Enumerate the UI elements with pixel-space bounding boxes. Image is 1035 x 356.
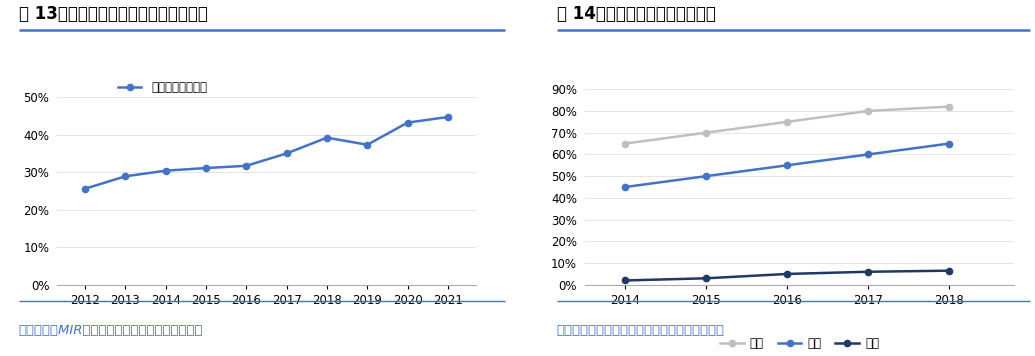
低端 — [781, 120, 794, 124]
低端 — [700, 131, 712, 135]
Legend: 金切机床数控化率: 金切机床数控化率 — [113, 76, 211, 98]
Line: 高端: 高端 — [622, 268, 952, 284]
Text: 图 13：中国金切机床数控化率逐年提升: 图 13：中国金切机床数控化率逐年提升 — [19, 5, 207, 23]
Line: 中端: 中端 — [622, 140, 952, 190]
Text: 数据来源：前瞻产业研究院、国泰君安证券研究: 数据来源：前瞻产业研究院、国泰君安证券研究 — [557, 324, 724, 337]
高端 — [862, 269, 875, 274]
高端 — [700, 276, 712, 281]
中端 — [781, 163, 794, 167]
中端 — [943, 141, 955, 146]
高端 — [619, 278, 631, 283]
高端 — [943, 268, 955, 273]
中端 — [619, 185, 631, 189]
Legend: 低端, 中端, 高端: 低端, 中端, 高端 — [715, 332, 884, 355]
中端 — [862, 152, 875, 157]
Text: 数据来源：MIR、国家统计局、国泰君安证券研究: 数据来源：MIR、国家统计局、国泰君安证券研究 — [19, 324, 203, 337]
高端 — [781, 272, 794, 276]
Text: 图 14：中国高端机床国产化率低: 图 14：中国高端机床国产化率低 — [557, 5, 716, 23]
低端 — [943, 104, 955, 109]
低端 — [862, 109, 875, 113]
低端 — [619, 141, 631, 146]
Line: 低端: 低端 — [622, 104, 952, 147]
中端 — [700, 174, 712, 178]
